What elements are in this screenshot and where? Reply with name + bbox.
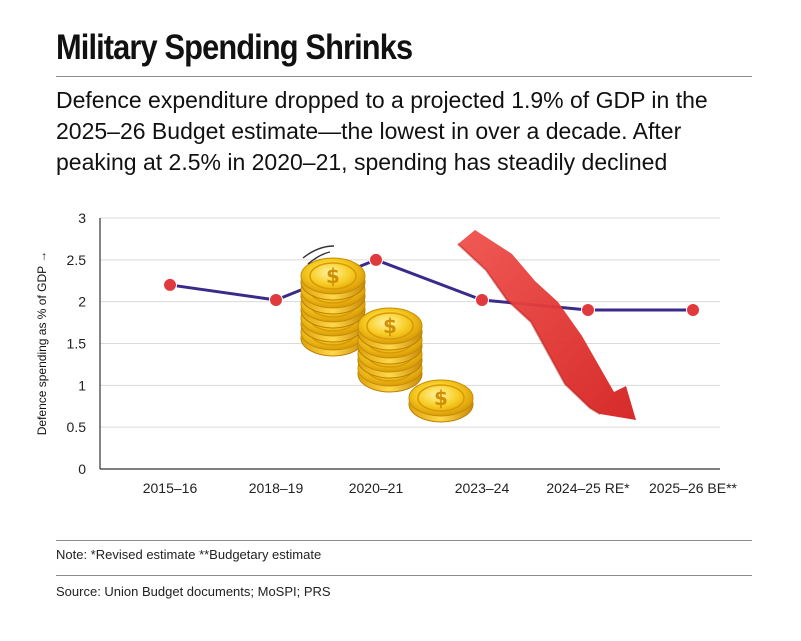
coin-stack-illustration: $$$$$$$$$$ [300, 245, 474, 423]
coin-dollar-sign: $ [383, 314, 397, 338]
data-point [163, 277, 177, 292]
y-tick-label: 0.5 [67, 419, 87, 435]
x-tick-label: 2024–25 RE* [546, 480, 630, 496]
y-tick-label: 0 [78, 461, 86, 477]
coin: $ [408, 379, 474, 423]
coin-dollar-sign: $ [326, 264, 340, 288]
y-tick-label: 1.5 [67, 336, 87, 352]
motion-line [302, 245, 335, 259]
title-divider [56, 76, 752, 77]
series-points-layer [163, 252, 700, 318]
y-tick-label: 3 [78, 210, 86, 226]
coin-rim [417, 384, 465, 412]
chart-note: Note: *Revised estimate **Budgetary esti… [56, 547, 322, 562]
y-tick-label: 2.5 [67, 252, 87, 268]
chart-subtitle: Defence expenditure dropped to a project… [56, 87, 708, 175]
tick-labels-layer: 0 0.5 1 1.5 2 2.5 3 2015–16 2018–19 2020–21 2023–2… [67, 210, 738, 496]
x-tick-label: 2015–16 [143, 480, 198, 496]
data-point [686, 303, 700, 318]
coin-rim [309, 262, 357, 290]
chart-source: Source: Union Budget documents; MoSPI; P… [56, 584, 331, 599]
motion-line [307, 251, 331, 265]
x-tick-label: 2025–26 BE** [649, 480, 738, 496]
data-point [581, 303, 595, 318]
series-line-layer [169, 258, 693, 312]
x-tick-label: 2023–24 [455, 480, 510, 496]
x-tick-label: 2018–19 [249, 480, 304, 496]
axes [99, 218, 720, 470]
y-tick-label: 2 [78, 294, 86, 310]
coin-rim [366, 312, 414, 340]
footer-divider-mid [56, 575, 752, 576]
falling-arrow-illustration [457, 230, 636, 420]
coin: $ [357, 307, 423, 351]
y-tick-label: 1 [78, 377, 86, 393]
series-line [169, 258, 693, 312]
data-point [269, 292, 283, 307]
data-point [475, 292, 489, 307]
footer-divider-top [56, 540, 752, 541]
coin: $ [300, 257, 366, 301]
coin-dollar-sign: $ [434, 386, 448, 410]
x-tick-label: 2020–21 [349, 480, 404, 496]
data-point [369, 252, 383, 267]
chart-title: Military Spending Shrinks [56, 28, 413, 67]
